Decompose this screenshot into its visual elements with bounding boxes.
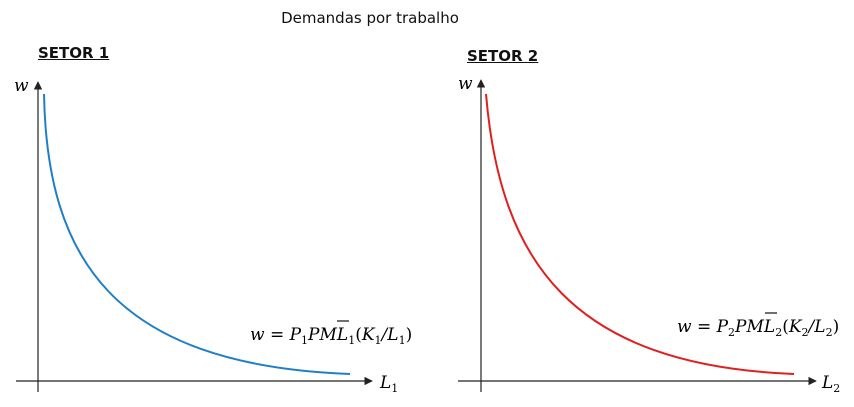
sector-2-label: SETOR 2 [467,47,539,65]
sector-2-x-axis-label: L2 [821,373,840,395]
sector-1-demand-curve [43,93,351,375]
sector-2-y-axis-label: w [458,74,473,94]
sector-2-equation: w = P2PML2(K2/L2) [677,317,839,339]
diagram-title: Demandas por trabalho [281,9,459,27]
sector-1-y-axis-label: w [14,76,29,96]
sector-2-plot: w L2 w = P2PML2(K2/L2) [458,74,840,395]
sector-1-label: SETOR 1 [38,44,110,62]
sector-1-plot: w L1 w = P1PML1(K1/L1) [14,76,412,395]
sector-1-equation: w = P1PML1(K1/L1) [250,325,412,347]
sector-1-x-axis-label: L1 [379,373,398,395]
sector-2-demand-curve [485,93,795,375]
